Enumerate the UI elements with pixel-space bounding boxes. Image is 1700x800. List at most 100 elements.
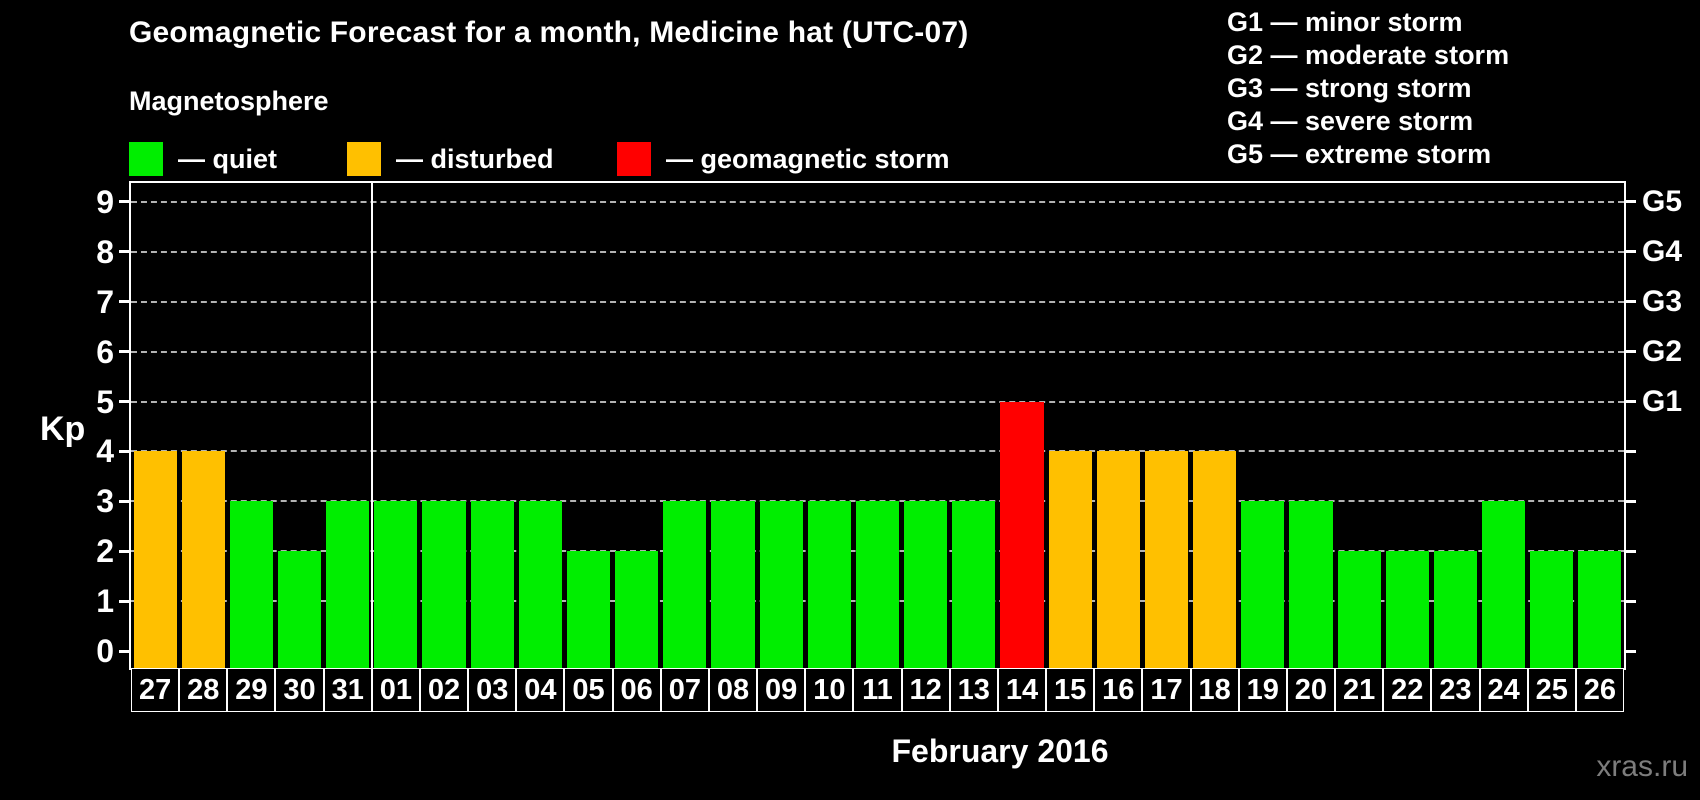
x-axis-day-cell-26: 26	[1575, 668, 1624, 712]
x-axis-day-cell-23: 23	[1431, 668, 1480, 712]
gridline-kp-8	[131, 250, 1624, 253]
kp-bar-day-20	[1289, 501, 1333, 668]
x-axis-day-cell-25: 25	[1527, 668, 1576, 712]
kp-bar-day-03	[470, 501, 514, 668]
disturbed-color-swatch	[347, 142, 381, 176]
y-axis-label-6: 6	[96, 333, 114, 370]
kp-axis-title: Kp	[40, 410, 86, 448]
x-axis-day-cell-09: 09	[757, 668, 806, 712]
x-axis-day-cell-02: 02	[419, 668, 469, 712]
x-axis-day-cell-24: 24	[1479, 668, 1528, 712]
x-axis-day-cell-12: 12	[901, 668, 950, 712]
y-axis-tick-right-5	[1626, 400, 1636, 403]
g-level-label-g1: G1	[1642, 384, 1683, 418]
storm-color-swatch	[617, 142, 651, 176]
x-axis-day-cell-21: 21	[1335, 668, 1384, 712]
y-axis-label-3: 3	[96, 483, 114, 520]
kp-bar-day-15	[1048, 451, 1092, 668]
y-axis-label-1: 1	[96, 583, 114, 620]
gridline-kp-3	[131, 500, 1624, 503]
y-axis-tick-left-9	[119, 200, 129, 204]
kp-bar-day-14	[1000, 401, 1044, 668]
x-axis-day-cell-30: 30	[275, 668, 324, 712]
x-axis-day-cell-28: 28	[179, 668, 228, 712]
y-axis-tick-right-3	[1626, 499, 1636, 503]
storm-scale-item-g3: G3 — strong storm	[1227, 73, 1472, 103]
gridline-kp-5	[131, 400, 1624, 403]
quiet-color-swatch	[129, 142, 163, 176]
watermark: xras.ru	[1596, 750, 1688, 783]
kp-bar-day-23	[1433, 551, 1477, 668]
month-label: February 2016	[891, 733, 1109, 769]
gridline-kp-7	[131, 300, 1624, 303]
kp-bar-day-01	[374, 501, 418, 668]
kp-bar-day-06	[615, 551, 659, 668]
x-axis-day-cell-31: 31	[323, 668, 372, 712]
x-axis-day-cell-13: 13	[949, 668, 998, 712]
kp-bar-day-05	[566, 551, 611, 668]
storm-scale-item-g2: G2 — moderate storm	[1227, 40, 1510, 70]
kp-bar-day-25	[1530, 551, 1574, 668]
g-level-label-g3: G3	[1642, 284, 1683, 318]
kp-bar-day-26	[1578, 551, 1622, 668]
y-axis-label-9: 9	[96, 183, 114, 220]
storm-scale-legend: G1 — minor storm G2 — moderate storm G3 …	[1227, 6, 1509, 171]
kp-bar-day-09	[759, 501, 803, 668]
y-axis-tick-left-7	[119, 300, 129, 304]
x-axis-day-cell-11: 11	[853, 668, 902, 712]
kp-bar-day-08	[711, 501, 755, 668]
legend-item-disturbed: — disturbed	[347, 142, 554, 176]
x-axis-day-cell-06: 06	[612, 668, 661, 712]
kp-bar-day-24	[1482, 501, 1526, 668]
x-axis-day-cell-15: 15	[1046, 668, 1095, 712]
y-axis-tick-right-4	[1626, 449, 1636, 453]
chart-title: Geomagnetic Forecast for a month, Medici…	[129, 16, 969, 49]
y-axis-tick-left-3	[119, 499, 129, 503]
x-axis-day-cell-14: 14	[997, 668, 1047, 712]
kp-bar-day-19	[1241, 501, 1285, 668]
kp-bar-day-30	[277, 551, 322, 668]
legend-storm-label: — geomagnetic storm	[666, 143, 950, 174]
y-axis-tick-right-8	[1626, 250, 1636, 254]
kp-bar-day-17	[1144, 451, 1189, 668]
gridline-kp-9	[131, 200, 1624, 203]
x-axis-day-cell-03: 03	[468, 668, 517, 712]
x-axis-day-cell-29: 29	[227, 668, 276, 712]
x-axis-day-cell-04: 04	[516, 668, 565, 712]
storm-scale-item-g1: G1 — minor storm	[1227, 7, 1463, 37]
x-axis-day-cell-18: 18	[1190, 668, 1239, 712]
legend-item-storm: — geomagnetic storm	[617, 142, 950, 176]
x-axis-day-cell-07: 07	[660, 668, 709, 712]
y-axis-label-2: 2	[96, 533, 114, 570]
x-axis-day-cell-05: 05	[564, 668, 613, 712]
y-axis-tick-left-1	[119, 599, 129, 603]
kp-bar-day-18	[1193, 451, 1237, 668]
gridline-kp-4	[131, 450, 1624, 453]
gridline-kp-6	[131, 350, 1624, 353]
storm-scale-item-g4: G4 — severe storm	[1227, 106, 1474, 136]
g-level-label-g2: G2	[1642, 334, 1683, 368]
x-axis-day-cell-17: 17	[1142, 668, 1191, 712]
kp-bar-day-04	[518, 501, 562, 668]
kp-bar-day-12	[904, 501, 948, 668]
storm-scale-item-g5: G5 — extreme storm	[1227, 139, 1492, 169]
kp-bar-day-21	[1337, 551, 1381, 668]
kp-bar-day-22	[1385, 551, 1429, 668]
y-axis-label-0: 0	[96, 633, 114, 669]
y-axis-tick-left-4	[119, 449, 129, 453]
x-axis-day-cell-08: 08	[708, 668, 758, 712]
y-axis-tick-left-0	[119, 649, 129, 653]
kp-bar-chart: 0 1 2 3 4 5 6 7 8 9 G1 G2 G3 G4 G5 27 28 29 30 31 01 02 03 04 05…	[96, 181, 1682, 712]
kp-bar-day-13	[952, 501, 996, 668]
kp-bar-day-11	[855, 501, 900, 668]
x-axis-day-cell-10: 10	[805, 668, 854, 712]
magnetosphere-label: Magnetosphere	[129, 86, 329, 116]
x-axis-day-cell-01: 01	[371, 668, 420, 712]
y-axis-tick-right-9	[1626, 200, 1636, 204]
y-axis-tick-right-7	[1626, 300, 1636, 304]
y-axis-label-4: 4	[96, 433, 114, 470]
legend-item-quiet: — quiet	[129, 142, 277, 176]
kp-bar-day-07	[663, 501, 707, 668]
y-axis-label-7: 7	[96, 283, 114, 320]
